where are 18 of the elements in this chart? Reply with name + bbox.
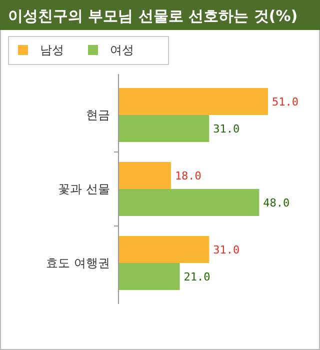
- y-tick-label: 현금: [86, 108, 110, 122]
- data-label: 48.0: [263, 196, 290, 210]
- data-label: 31.0: [213, 244, 240, 256]
- bar: [118, 189, 260, 216]
- bar: [118, 236, 210, 263]
- data-label: 18.0: [174, 170, 202, 182]
- bar: [118, 115, 210, 142]
- bar: [118, 263, 180, 290]
- data-label: 31.0: [213, 122, 240, 136]
- y-tick-label: 꽃과 선물: [58, 182, 110, 196]
- legend-label: 남성: [40, 43, 64, 57]
- chart-title: 이성친구의 부모님 선물로 선호하는 것(%): [8, 7, 298, 25]
- y-tick-label: 효도 여행권: [46, 256, 110, 270]
- legend-label: 여성: [110, 43, 134, 57]
- data-label: 51.0: [272, 96, 298, 108]
- bar: [118, 162, 171, 189]
- data-label: 21.0: [184, 270, 210, 284]
- bar: [118, 88, 268, 115]
